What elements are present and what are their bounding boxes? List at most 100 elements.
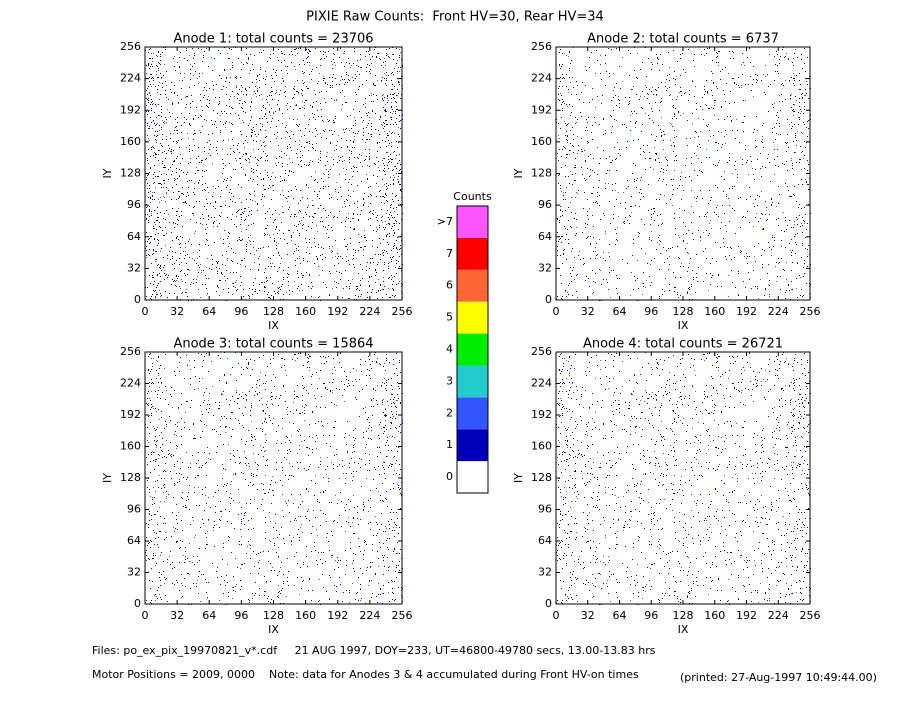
- pixel: [177, 211, 178, 212]
- pixel: [648, 94, 649, 95]
- pixel: [383, 255, 384, 256]
- pixel: [155, 210, 156, 211]
- pixel: [295, 141, 296, 142]
- pixel: [181, 139, 182, 140]
- pixel: [370, 258, 371, 259]
- pixel: [598, 187, 599, 188]
- pixel: [364, 193, 365, 194]
- pixel: [650, 285, 651, 286]
- pixel: [167, 258, 168, 259]
- pixel: [363, 204, 364, 205]
- pixel: [705, 91, 706, 92]
- pixel: [161, 187, 162, 188]
- pixel: [630, 121, 631, 122]
- pixel: [650, 264, 651, 265]
- pixel: [290, 216, 291, 217]
- pixel: [792, 289, 793, 290]
- pixel: [597, 203, 598, 204]
- pixel: [172, 103, 173, 104]
- pixel: [164, 165, 165, 166]
- pixel: [589, 208, 590, 209]
- pixel-texture: [556, 47, 811, 301]
- pixel: [306, 49, 307, 50]
- pixel: [299, 235, 300, 236]
- pixel: [369, 117, 370, 118]
- pixel: [325, 227, 326, 228]
- pixel: [353, 258, 354, 259]
- pixel: [275, 93, 276, 94]
- pixel: [311, 228, 312, 229]
- pixel: [244, 208, 245, 209]
- pixel: [767, 74, 768, 75]
- pixel: [220, 206, 221, 207]
- pixel: [241, 187, 242, 188]
- pixel: [286, 131, 287, 132]
- pixel: [389, 233, 390, 234]
- pixel: [806, 142, 807, 143]
- pixel: [292, 98, 293, 99]
- pixel: [240, 77, 241, 78]
- pixel: [785, 99, 786, 100]
- pixel: [396, 168, 397, 169]
- pixel: [164, 173, 165, 174]
- pixel: [382, 250, 383, 251]
- pixel: [372, 56, 373, 57]
- pixel: [153, 84, 154, 85]
- pixel: [368, 187, 369, 188]
- pixel: [241, 69, 242, 70]
- pixel: [156, 229, 157, 230]
- pixel: [146, 153, 147, 154]
- pixel: [255, 93, 256, 94]
- pixel: [162, 83, 163, 84]
- pixel: [700, 236, 701, 237]
- pixel: [365, 56, 366, 57]
- pixel: [778, 258, 779, 259]
- pixel: [186, 96, 187, 97]
- pixel: [161, 77, 162, 78]
- pixel: [393, 54, 394, 55]
- pixel: [393, 94, 394, 95]
- pixel: [273, 190, 274, 191]
- pixel: [785, 80, 786, 81]
- pixel: [808, 189, 809, 190]
- pixel: [757, 80, 758, 81]
- pixel: [231, 123, 232, 124]
- pixel: [807, 249, 808, 250]
- pixel: [802, 232, 803, 233]
- pixel: [731, 121, 732, 122]
- pixel: [194, 133, 195, 134]
- pixel: [218, 287, 219, 288]
- pixel: [260, 123, 261, 124]
- pixel: [302, 290, 303, 291]
- x-tick-label: 64: [202, 305, 216, 318]
- pixel: [217, 153, 218, 154]
- pixel: [685, 177, 686, 178]
- pixel: [357, 207, 358, 208]
- pixel: [349, 130, 350, 131]
- pixel: [356, 76, 357, 77]
- x-tick-label: 192: [327, 305, 348, 318]
- pixel: [280, 289, 281, 290]
- pixel: [245, 153, 246, 154]
- pixel: [388, 263, 389, 264]
- pixel: [281, 51, 282, 52]
- pixel: [794, 152, 795, 153]
- pixel: [391, 89, 392, 90]
- pixel: [274, 238, 275, 239]
- pixel: [315, 94, 316, 95]
- pixel: [326, 156, 327, 157]
- pixel: [199, 130, 200, 131]
- pixel: [642, 108, 643, 109]
- pixel: [400, 164, 401, 165]
- pixel: [332, 87, 333, 88]
- pixel: [174, 180, 175, 181]
- pixel: [273, 53, 274, 54]
- pixel: [344, 96, 345, 97]
- pixel: [323, 181, 324, 182]
- pixel: [669, 95, 670, 96]
- pixel: [181, 88, 182, 89]
- pixel: [308, 56, 309, 57]
- pixel: [252, 289, 253, 290]
- pixel: [153, 226, 154, 227]
- pixel: [683, 266, 684, 267]
